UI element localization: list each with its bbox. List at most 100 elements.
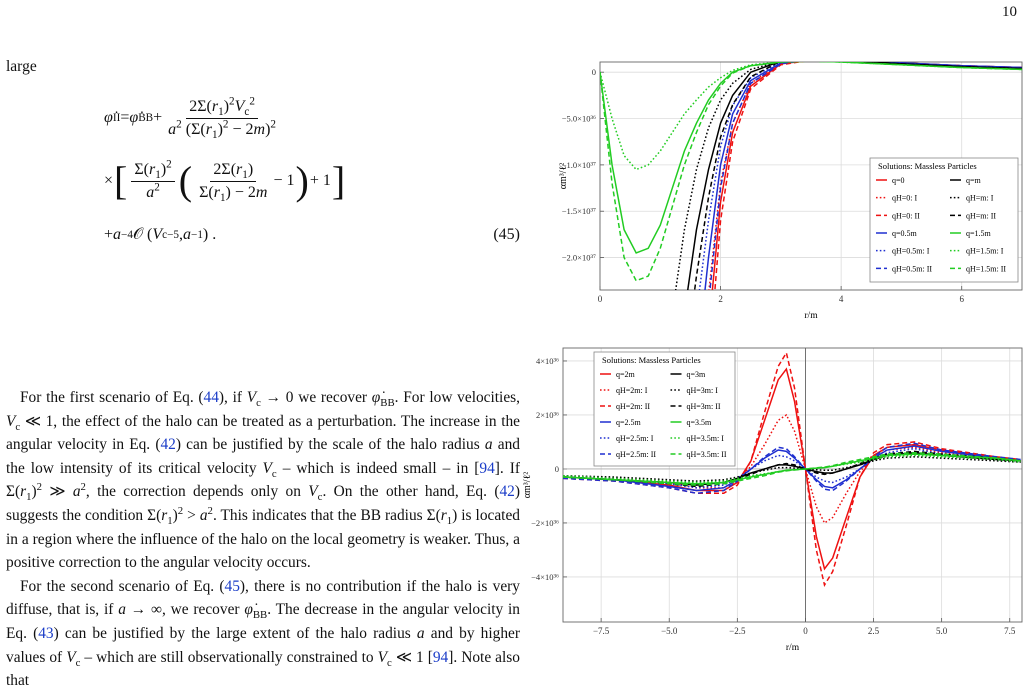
series-line — [693, 62, 1022, 290]
legend-label: qH=2.5m: I — [616, 434, 654, 443]
text-run: . The decrease in the angular velocity i… — [6, 601, 520, 642]
math-symbol: m — [253, 120, 266, 138]
reference-link[interactable]: 94 — [432, 648, 449, 666]
superscript: 2 — [80, 481, 86, 494]
legend-label: qH=3m: I — [687, 386, 719, 395]
x-tick-label: −7.5 — [593, 626, 610, 636]
denominator: a2 (Σ(r1)2 − 2m)2 — [165, 118, 279, 141]
math-symbol: φ̇ — [104, 109, 113, 126]
legend-label: qH=0: I — [892, 194, 918, 203]
legend-label: q=0.5m — [892, 229, 918, 238]
superscript: 2 — [270, 118, 276, 131]
math-symbol: a — [168, 120, 177, 138]
y-tick-label: 2×10³⁶ — [536, 410, 559, 420]
text-run: ) is located in a region where the influ… — [6, 506, 520, 572]
x-axis-label: r/m — [804, 311, 818, 321]
chart: −7.5 −5.0 −2.5 0 2.5 5.0 7.5 4×10³⁶ 2×10³⁶ 0 −2×10… — [522, 347, 1023, 653]
x-tick-label: −2.5 — [729, 626, 746, 636]
subscript: 1 — [211, 128, 218, 141]
text-run: ) — [265, 120, 271, 138]
x-axis-label: r/m — [786, 643, 800, 653]
math-symbol: V — [234, 97, 245, 115]
legend-label: qH=2m: I — [616, 386, 648, 395]
reference-link[interactable]: 94 — [479, 459, 495, 477]
legend-title: Solutions: Massless Particles — [878, 161, 977, 171]
reference-link[interactable]: 45 — [224, 577, 240, 595]
reference-link[interactable]: 42 — [160, 436, 176, 454]
x-tick-label: −5.0 — [661, 626, 678, 636]
equation-number: (45) — [493, 226, 520, 243]
math-symbol: a — [199, 506, 208, 524]
paragraph: For the first scenario of Eq. (44), if V… — [6, 386, 520, 575]
subscript: 1 — [446, 515, 453, 528]
text-run: ), if — [218, 389, 247, 406]
text-run: × — [104, 172, 114, 189]
text-run: ) . — [202, 226, 217, 243]
fraction: Σ(r1)2 a2 — [131, 158, 175, 202]
text-run: , the correction depends only on — [85, 483, 309, 501]
legend-label: q=m — [966, 176, 982, 185]
text-run: and the low intensity of its critical ve… — [6, 436, 520, 477]
series-line — [563, 451, 1021, 486]
math-symbol: a — [118, 601, 126, 619]
subscript: c — [271, 467, 277, 480]
reference-link[interactable]: 42 — [499, 483, 515, 501]
text-run: − 2 — [228, 120, 254, 138]
legend-label: q=3.5m — [687, 418, 713, 427]
x-tick-label: 4 — [839, 294, 844, 304]
plot-frame — [562, 347, 1023, 623]
text-run: ≪ 1, the effect of the halo can be treat… — [6, 412, 520, 454]
math-symbol: r — [205, 120, 212, 138]
text-run: ) suggests the condition Σ( — [6, 483, 520, 524]
math-symbol: r — [161, 506, 168, 524]
math-symbol: V — [377, 648, 388, 666]
legend-label: qH=0.5m: I — [892, 247, 930, 256]
x-tick-label: 2 — [718, 294, 723, 304]
text-run: ) — [247, 160, 254, 178]
bracket: ] — [331, 158, 346, 203]
series-line — [600, 62, 1022, 282]
text-run: For the first scenario of Eq. ( — [20, 389, 204, 406]
x-tick-label: 5.0 — [936, 626, 948, 636]
text-run: ) — [172, 506, 178, 524]
legend-label: q=2.5m — [616, 418, 642, 427]
text-run: + — [153, 109, 163, 126]
text-run: Σ( — [199, 183, 214, 201]
math-symbol: a — [416, 624, 425, 642]
text-run: ) — [223, 97, 230, 115]
x-tick-label: 7.5 — [1004, 626, 1016, 636]
text-run: ) can be justified by the large extent o… — [53, 624, 417, 642]
legend-label: q=0 — [892, 176, 905, 185]
fraction: 2Σ(r1) Σ(r1) − 2m — [196, 160, 270, 204]
text-run: , — [179, 226, 184, 243]
fraction: 2Σ(r1)2Vc2 a2 (Σ(r1)2 − 2m)2 — [165, 96, 279, 141]
bracket: [ — [114, 158, 128, 203]
text-run: + 1 — [309, 172, 331, 189]
text-run: + — [104, 226, 114, 243]
series-line — [600, 62, 1022, 171]
superscript: 2 — [154, 181, 160, 194]
x-tick-label: 6 — [959, 294, 964, 304]
reference-link[interactable]: 44 — [203, 389, 219, 406]
superscript: 2 — [176, 118, 182, 131]
superscript: 2 — [166, 158, 172, 171]
math-symbol: V — [66, 648, 76, 666]
subscript: 1 — [219, 191, 226, 204]
text-run: ) — [31, 483, 37, 501]
series-line — [563, 350, 1021, 587]
subscript: c — [15, 420, 21, 433]
text-run: and by higher values of — [6, 624, 520, 666]
subscript: c — [75, 656, 81, 669]
legend-box — [869, 157, 1019, 283]
chart: 0 2 4 6 0 −5.0×10³⁶ −1.0×10³⁷ −1.5×10³⁷ −2.0×10³… — [558, 61, 1023, 321]
x-tick-label: 0 — [598, 294, 603, 304]
reference-link[interactable]: 43 — [38, 624, 54, 642]
page: 10 large φ̇ II = φ̇ BB + 2Σ(r1)2Vc2 a2 (Σ(r… — [6, 4, 1023, 690]
y-tick-label: −5.0×10³⁶ — [562, 114, 596, 124]
charts: 0 2 4 6 0 −5.0×10³⁶ −1.0×10³⁷ −1.5×10³⁷ −2.0×10³… — [522, 61, 1023, 653]
text-run: → ∞, we recover — [125, 601, 245, 619]
legend-label: qH=3.5m: II — [687, 450, 727, 459]
math-symbol: V — [262, 459, 272, 477]
legend-label: q=1.5m — [966, 229, 992, 238]
